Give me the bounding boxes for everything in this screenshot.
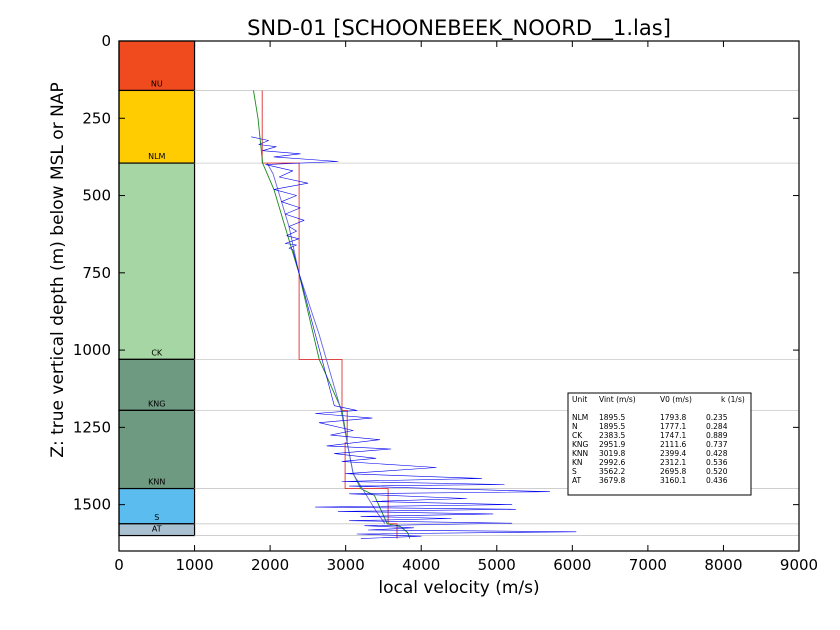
- legend-cell: 2312.1: [660, 458, 686, 467]
- legend-header-cell: Unit: [572, 395, 587, 404]
- layer-label-nlm: NLM: [148, 152, 165, 161]
- layer-label-at: AT: [152, 525, 162, 534]
- layer-kng: [118, 358, 196, 411]
- legend-header-cell: k (1/s): [721, 395, 745, 404]
- legend-cell: N: [572, 422, 578, 431]
- velocity-series: [251, 90, 577, 539]
- legend-header-cell: V0 (m/s): [660, 395, 692, 404]
- x-axis: 0 1000 2000 3000 4000 5000 6000 7000 8000 9000: [114, 41, 818, 574]
- legend-header-cell: Vint (m/s): [599, 395, 636, 404]
- layer-label-nu: NU: [151, 79, 163, 88]
- legend-cell: 1895.5: [599, 422, 625, 431]
- legend-cell: CK: [572, 431, 583, 440]
- stratigraphy-column: NU NLM CK KNG KNN S AT: [118, 40, 196, 537]
- legend-cell: S: [572, 467, 577, 476]
- layer-label-s: S: [154, 513, 159, 522]
- x-tick-label: 8000: [704, 556, 742, 574]
- layer-nlm: [118, 89, 196, 164]
- legend-cell: 0.520: [706, 467, 728, 476]
- x-tick-label: 7000: [629, 556, 667, 574]
- x-tick-label: 2000: [251, 556, 289, 574]
- legend-cell: 0.436: [706, 476, 728, 485]
- x-tick-label: 5000: [478, 556, 516, 574]
- x-tick-label: 3000: [327, 556, 365, 574]
- legend-cell: 2695.8: [660, 467, 686, 476]
- legend-cell: 0.235: [706, 413, 728, 422]
- x-tick-label: 1000: [175, 556, 213, 574]
- layer-label-ck: CK: [151, 348, 163, 357]
- y-axis-label: Z: true vertical depth (m) below MSL or …: [48, 82, 68, 457]
- legend-cell: 1747.1: [660, 431, 686, 440]
- series-line-log: [251, 136, 577, 539]
- series-line-line: [266, 162, 386, 525]
- y-tick-label: 500: [82, 187, 111, 205]
- legend-cell: 2992.6: [599, 458, 625, 467]
- legend-cell: 0.737: [706, 440, 728, 449]
- legend-cell: 2951.9: [599, 440, 625, 449]
- legend-cell: 3019.8: [599, 449, 625, 458]
- legend-cell: 2111.6: [660, 440, 686, 449]
- layer-label-knn: KNN: [148, 478, 165, 487]
- x-axis-label: local velocity (m/s): [378, 578, 539, 598]
- y-tick-label: 1250: [73, 418, 111, 436]
- legend-cell: 0.536: [706, 458, 728, 467]
- x-tick-label: 6000: [553, 556, 591, 574]
- legend-cell: 3679.8: [599, 476, 625, 485]
- x-tick-label: 9000: [780, 556, 818, 574]
- legend-cell: KNN: [572, 449, 588, 458]
- y-axis: 0 250 500 750 1000 1250 1500: [73, 32, 799, 514]
- legend-cell: 0.889: [706, 431, 728, 440]
- legend-cell: 3160.1: [660, 476, 686, 485]
- chart-title: SND-01 [SCHOONEBEEK_NOORD__1.las]: [247, 16, 671, 41]
- legend-cell: KNG: [572, 440, 589, 449]
- layer-label-kng: KNG: [148, 399, 165, 408]
- legend-cell: 1777.1: [660, 422, 686, 431]
- legend-cell: 2383.5: [599, 431, 625, 440]
- x-tick-label: 4000: [402, 556, 440, 574]
- layer-nu: [118, 40, 196, 92]
- y-tick-label: 0: [101, 32, 111, 50]
- x-tick-label: 0: [114, 556, 124, 574]
- layer-ck: [118, 162, 196, 360]
- y-tick-label: 1000: [73, 341, 111, 359]
- y-tick-label: 1500: [73, 496, 111, 514]
- legend-cell: 3562.2: [599, 467, 625, 476]
- legend-cell: AT: [572, 476, 582, 485]
- legend-cell: 1793.8: [660, 413, 686, 422]
- legend-table: Unit Vint (m/s) V0 (m/s) k (1/s) NLM 1895.5 17…: [567, 392, 752, 496]
- plot-frame: [118, 40, 800, 552]
- y-tick-label: 250: [82, 109, 111, 127]
- legend-cell: 0.284: [706, 422, 728, 431]
- legend-cell: 2399.4: [660, 449, 686, 458]
- legend-cell: 1895.5: [599, 413, 625, 422]
- y-tick-label: 750: [82, 264, 111, 282]
- legend-cell: NLM: [572, 413, 588, 422]
- legend-cell: 0.428: [706, 449, 728, 458]
- legend-cell: KN: [572, 458, 583, 467]
- legend-box: [567, 392, 752, 496]
